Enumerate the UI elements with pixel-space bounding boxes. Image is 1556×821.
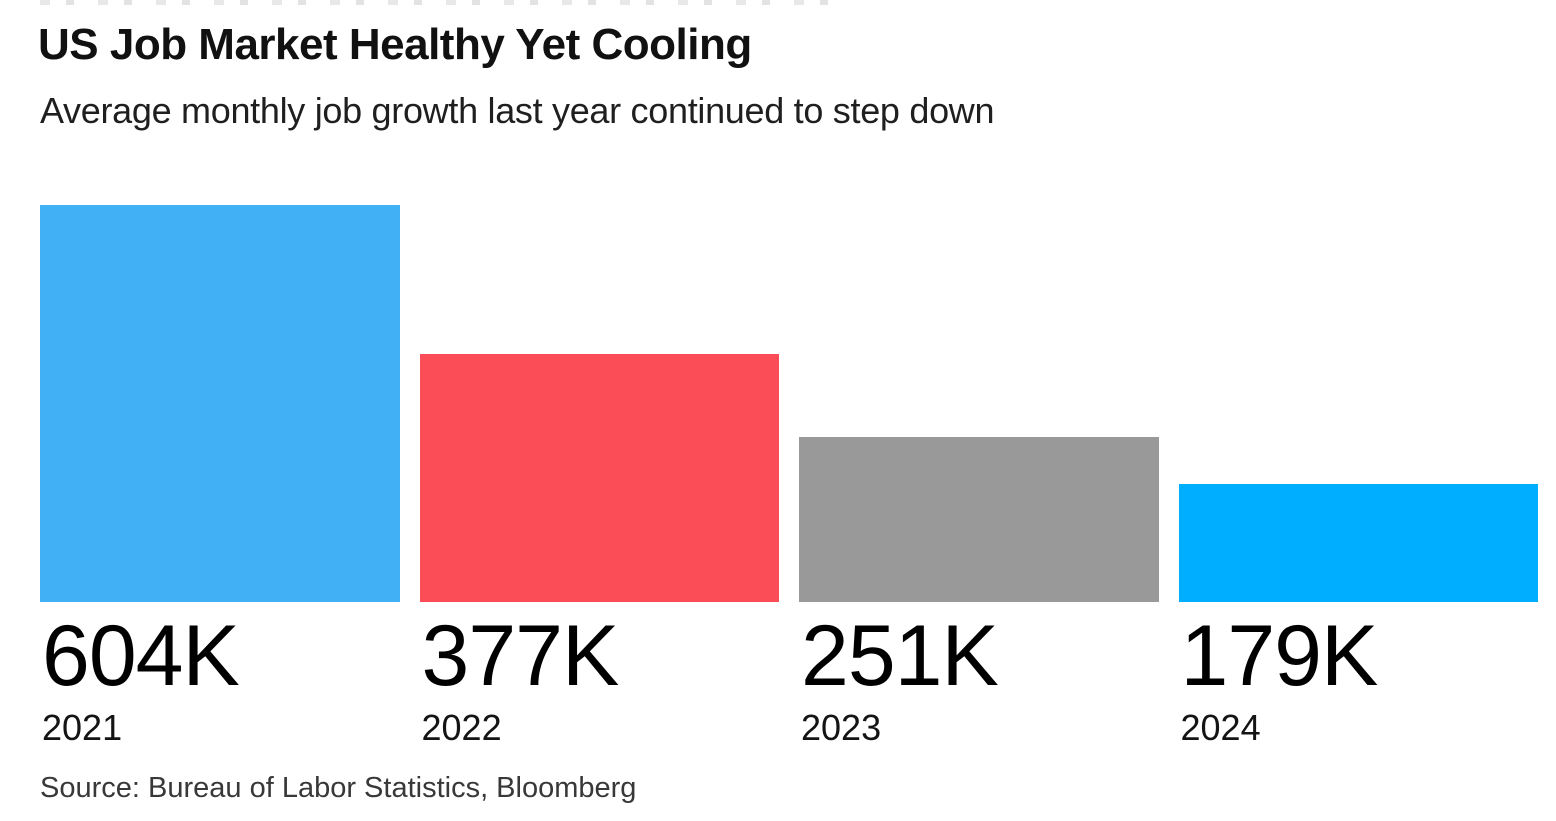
bar-chart xyxy=(40,205,1538,602)
bar-year-label: 2021 xyxy=(42,706,123,748)
bar-label-group-2023: 251K 2023 xyxy=(799,608,1159,748)
bar-label-group-2022: 377K 2022 xyxy=(420,608,780,748)
chart-title: US Job Market Healthy Yet Cooling xyxy=(38,20,752,69)
bar-year-label: 2023 xyxy=(801,706,882,748)
bar-label-group-2021: 604K 2021 xyxy=(40,608,400,748)
bar-year-label: 2024 xyxy=(1180,706,1261,748)
bar-value-label: 251K xyxy=(801,608,999,704)
bar-labels: 604K 2021 377K 2022 251K 2023 179K 2024 xyxy=(40,608,1539,748)
bar-year-label: 2022 xyxy=(421,706,502,748)
source-line: Source: Bureau of Labor Statistics, Bloo… xyxy=(40,772,637,804)
bar-2024 xyxy=(1178,484,1538,602)
bar-2021 xyxy=(40,205,400,602)
bar-2022 xyxy=(419,354,779,602)
cropped-text-artifact xyxy=(40,0,830,5)
bar-value-label: 604K xyxy=(42,608,240,704)
bar-2023 xyxy=(799,437,1159,602)
bar-label-group-2024: 179K 2024 xyxy=(1179,608,1539,748)
chart-subtitle: Average monthly job growth last year con… xyxy=(40,90,995,131)
bar-value-label: 377K xyxy=(421,608,620,704)
bar-value-label: 179K xyxy=(1180,608,1379,704)
